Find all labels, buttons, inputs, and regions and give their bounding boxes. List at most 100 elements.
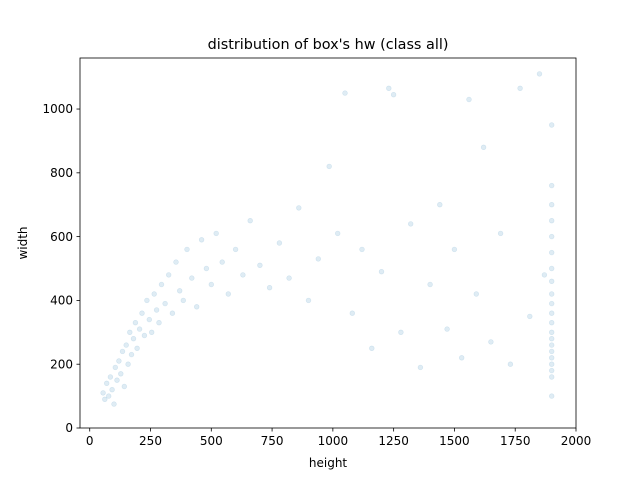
data-point (359, 246, 365, 253)
y-tick-label: 1000 (42, 102, 73, 116)
data-point (125, 361, 131, 367)
data-point (296, 205, 302, 211)
data-point (548, 361, 555, 367)
data-point (390, 91, 397, 98)
data-point (398, 329, 404, 335)
x-tick-label: 500 (200, 434, 223, 448)
data-point (162, 300, 168, 307)
data-point (548, 300, 555, 307)
x-tick-label: 1750 (500, 434, 531, 448)
data-point (146, 316, 153, 323)
data-point (112, 364, 119, 371)
y-tick-label: 600 (50, 230, 73, 244)
data-point (103, 380, 110, 386)
data-point (548, 310, 555, 316)
data-point (427, 281, 433, 288)
x-tick-label: 750 (261, 434, 284, 448)
x-tick-label: 2000 (561, 434, 592, 448)
data-point (466, 96, 472, 103)
x-axis-label: height (309, 456, 348, 470)
data-point (141, 332, 148, 339)
data-point (548, 329, 555, 335)
data-point (232, 246, 239, 253)
x-tick-label: 1000 (318, 434, 349, 448)
data-point (548, 122, 555, 128)
data-point (184, 246, 190, 253)
data-point (198, 237, 205, 243)
data-point (286, 275, 292, 281)
data-point (548, 278, 555, 284)
data-point (459, 355, 465, 361)
data-point (451, 246, 458, 253)
data-point (548, 393, 555, 399)
data-point (548, 342, 555, 348)
data-point (417, 364, 424, 371)
y-tick-label: 0 (65, 421, 73, 435)
data-point (517, 85, 523, 92)
data-point (134, 345, 140, 351)
data-point (444, 326, 450, 332)
data-point (507, 361, 514, 367)
data-point (102, 396, 108, 402)
chart-title: distribution of box's hw (class all) (208, 37, 449, 53)
data-point (225, 291, 232, 297)
data-point (123, 342, 129, 348)
data-point (194, 304, 200, 310)
data-point (548, 265, 555, 272)
data-point (136, 326, 143, 332)
data-point (548, 182, 555, 189)
data-point (219, 259, 225, 265)
data-point (548, 291, 555, 297)
data-point (153, 307, 160, 313)
data-point (342, 90, 348, 96)
data-point (139, 310, 145, 316)
data-point (151, 291, 157, 297)
data-point (266, 285, 273, 291)
data-point (169, 310, 176, 316)
data-point (180, 297, 187, 304)
data-point (247, 218, 253, 224)
data-point (541, 272, 548, 278)
data-point (335, 230, 341, 237)
y-axis-ticks: 0 200 400 600 800 1000 (42, 102, 80, 435)
data-point (548, 233, 555, 240)
data-point (548, 249, 555, 256)
data-point (128, 351, 135, 358)
data-point (144, 297, 150, 304)
data-point (437, 202, 443, 208)
y-axis-label: width (16, 226, 30, 259)
points-layer (100, 71, 555, 407)
x-tick-label: 250 (139, 434, 162, 448)
data-point (177, 288, 183, 294)
data-point (473, 291, 479, 297)
data-point (527, 313, 533, 320)
data-point (548, 336, 555, 342)
data-point (315, 256, 321, 262)
data-point (156, 320, 162, 326)
data-point (349, 310, 355, 316)
data-point (111, 401, 117, 407)
data-point (305, 297, 312, 304)
data-point (386, 85, 392, 92)
data-point (149, 329, 155, 335)
data-point (536, 71, 543, 77)
x-tick-label: 0 (86, 434, 94, 448)
data-point (173, 259, 179, 265)
data-point (121, 383, 128, 390)
data-point (408, 221, 414, 227)
plot-frame (79, 57, 577, 429)
x-axis-ticks: 0 250 500 750 1000 1250 1500 1750 2000 (86, 428, 591, 448)
data-point (109, 387, 115, 393)
data-point (132, 320, 139, 326)
data-point (326, 163, 332, 170)
data-point (548, 218, 555, 224)
data-point (116, 358, 122, 364)
data-point (497, 230, 504, 237)
data-point (208, 281, 215, 288)
data-point (548, 374, 555, 380)
data-point (548, 367, 555, 374)
data-point (548, 355, 555, 361)
data-point (480, 144, 487, 151)
data-point (105, 393, 112, 399)
